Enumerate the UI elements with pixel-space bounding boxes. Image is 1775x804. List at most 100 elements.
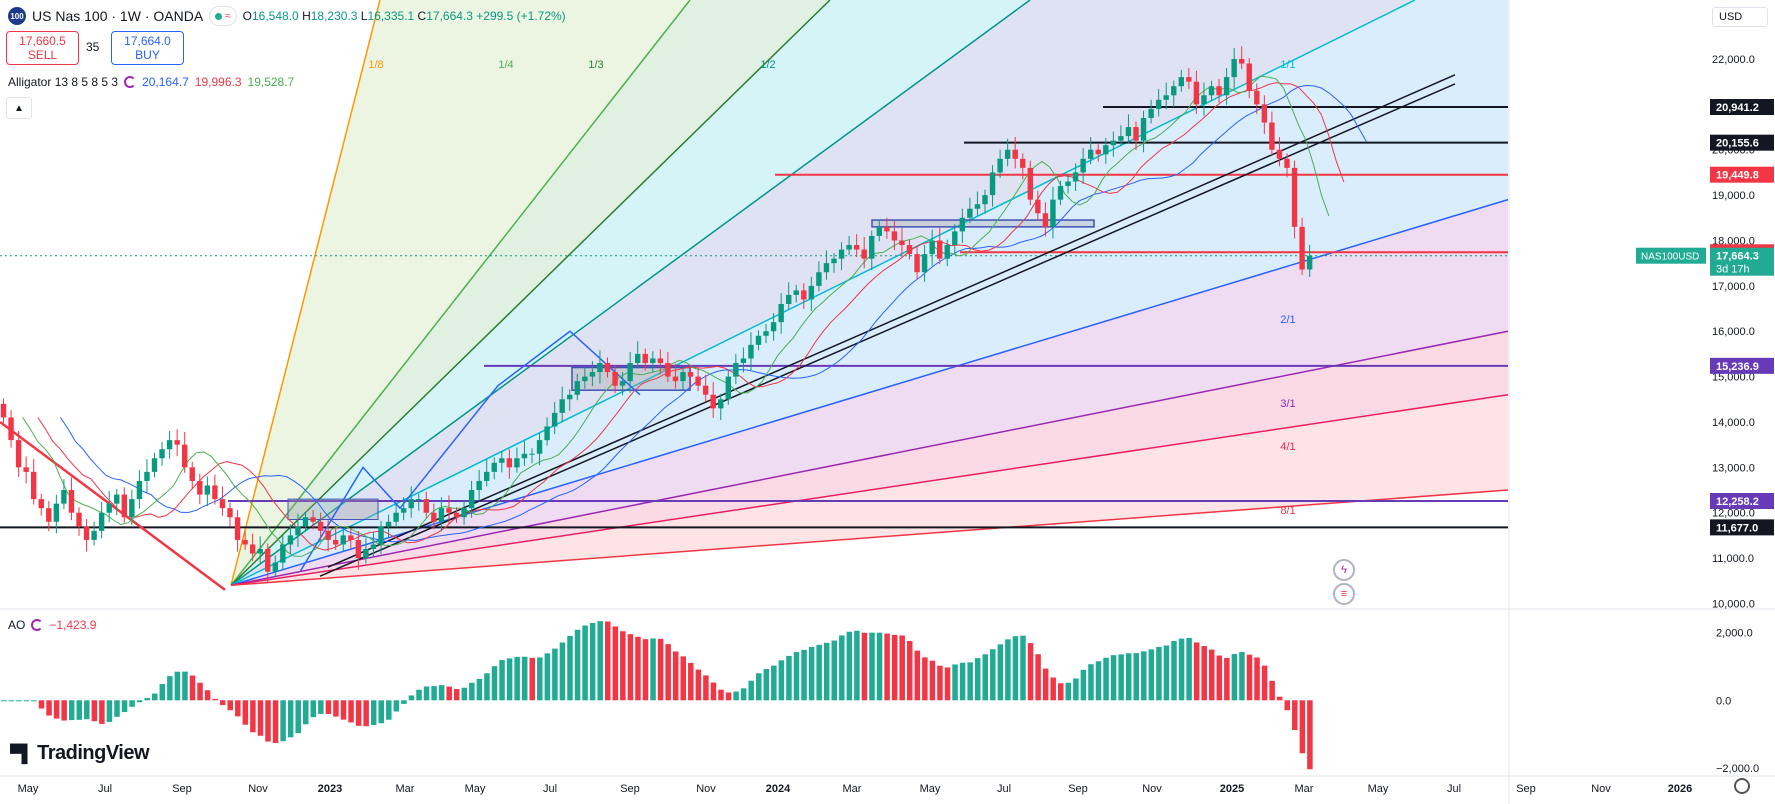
ao-legend[interactable]: AO −1,423.9 — [8, 618, 96, 632]
ao-bar — [1141, 651, 1147, 701]
price-tag-label: 20,155.6 — [1716, 138, 1759, 150]
candle-body — [529, 453, 535, 455]
ao-bar — [1269, 680, 1275, 701]
candle-body — [959, 217, 966, 232]
alligator-label: Alligator 13 8 5 8 5 3 — [8, 75, 119, 89]
ao-bar — [174, 671, 181, 701]
candle-body — [272, 562, 278, 572]
ao-bar — [310, 700, 317, 718]
candle-body — [906, 245, 913, 255]
buy-button[interactable]: 17,664.0 BUY — [111, 31, 184, 65]
gann-fan-ray — [230, 330, 1509, 587]
candle-body — [974, 204, 981, 209]
candle-body — [695, 376, 701, 386]
ao-bar — [793, 652, 800, 701]
candle-body — [0, 403, 7, 418]
ao-bar — [876, 632, 883, 701]
alligator-legend[interactable]: Alligator 13 8 5 8 5 3 20,164.7 19,996.3… — [8, 75, 294, 89]
candle-body — [635, 353, 641, 363]
candle-body — [1299, 226, 1305, 270]
consolidation-box — [871, 219, 1095, 228]
candle-body — [876, 226, 882, 236]
market-status-button[interactable]: ≈ — [209, 6, 237, 26]
time-tick-label: May — [920, 783, 941, 795]
ao-bar — [529, 657, 535, 701]
collapse-legend-button[interactable]: ▲ — [6, 97, 32, 119]
gann-ratio-label: 3/1 — [1280, 398, 1295, 410]
candle-body — [740, 358, 747, 363]
sell-button[interactable]: 17,660.5 SELL — [6, 31, 79, 65]
symbol-title[interactable]: US Nas 100 · 1W · OANDA — [32, 8, 204, 24]
ao-bar — [129, 700, 135, 707]
ao-bar — [1, 700, 7, 702]
candle-body — [506, 458, 513, 468]
ao-bar — [869, 632, 875, 701]
candle-body — [1027, 167, 1033, 200]
ao-bar — [333, 700, 339, 717]
trend-channel-line — [319, 83, 1456, 577]
ao-bar — [1276, 696, 1283, 701]
ao-bar — [521, 656, 528, 701]
candle-body — [604, 362, 611, 373]
candle-body — [536, 440, 543, 454]
candle-body — [1231, 58, 1237, 78]
ao-bar — [303, 700, 309, 725]
candle-body — [755, 335, 762, 345]
ao-bar — [325, 700, 332, 715]
ao-bar — [589, 622, 596, 701]
time-tick-label: Mar — [843, 783, 862, 795]
candle-body — [884, 226, 890, 232]
settings-gear-icon[interactable] — [1734, 778, 1750, 794]
candle-body — [461, 508, 467, 518]
ao-bar — [937, 665, 943, 701]
alligator-lips-value: 19,528.7 — [247, 75, 295, 89]
ao-bar — [891, 634, 898, 701]
price-tag: NAS100USD 17,664.33d 17h — [1636, 247, 1774, 276]
candle-body — [1020, 158, 1026, 168]
refresh-icon[interactable] — [124, 76, 137, 88]
candle-body — [416, 499, 422, 501]
ao-bar — [212, 698, 218, 701]
candle-body — [38, 499, 44, 509]
ao-bar — [839, 635, 845, 701]
candle-body — [801, 290, 807, 300]
ao-bar — [1073, 678, 1079, 701]
candles[interactable] — [0, 46, 1313, 584]
us-flag-icon[interactable]: ≡ — [1333, 583, 1355, 605]
candle-body — [1110, 140, 1117, 146]
candle-body — [129, 499, 135, 518]
ao-bar — [1118, 654, 1124, 701]
candle-body — [484, 471, 490, 481]
candle-body — [642, 353, 648, 363]
price-tick-label: 16,000.0 — [1712, 326, 1755, 338]
candle-body — [1254, 90, 1260, 105]
ao-bar — [1058, 683, 1064, 701]
refresh-icon[interactable] — [31, 619, 44, 631]
candle-body — [1239, 58, 1245, 64]
gann-ratio-label: 4/1 — [1280, 441, 1295, 453]
currency-button[interactable]: USD — [1712, 7, 1768, 27]
ao-bar — [786, 655, 792, 701]
ao-bar — [370, 700, 377, 725]
candle-body — [619, 381, 626, 386]
candle-body — [944, 245, 950, 259]
symbol-tag-bg — [1636, 247, 1706, 264]
price-tag-bg — [1710, 493, 1774, 510]
price-tag-bg — [1710, 247, 1774, 276]
ao-bar — [1050, 677, 1056, 701]
ao-bar — [1110, 655, 1117, 701]
ao-bar — [152, 693, 158, 701]
ao-bar — [982, 654, 988, 701]
price-tag-label: 19,449.8 — [1716, 170, 1759, 182]
price-tick-label: 15,000.0 — [1712, 372, 1755, 384]
ao-bar — [1193, 642, 1200, 701]
price-tick-label: 19,000.0 — [1712, 190, 1755, 202]
price-tags: 20,941.220,155.619,449.817,739.8NAS100US… — [1636, 99, 1774, 536]
ao-bar — [76, 700, 82, 720]
event-flash-icon[interactable]: ϟ — [1333, 559, 1355, 581]
candle-body — [589, 372, 596, 377]
ao-bar — [484, 673, 490, 701]
price-tick-label: 22,000.0 — [1712, 54, 1755, 66]
ao-bar — [235, 700, 241, 717]
